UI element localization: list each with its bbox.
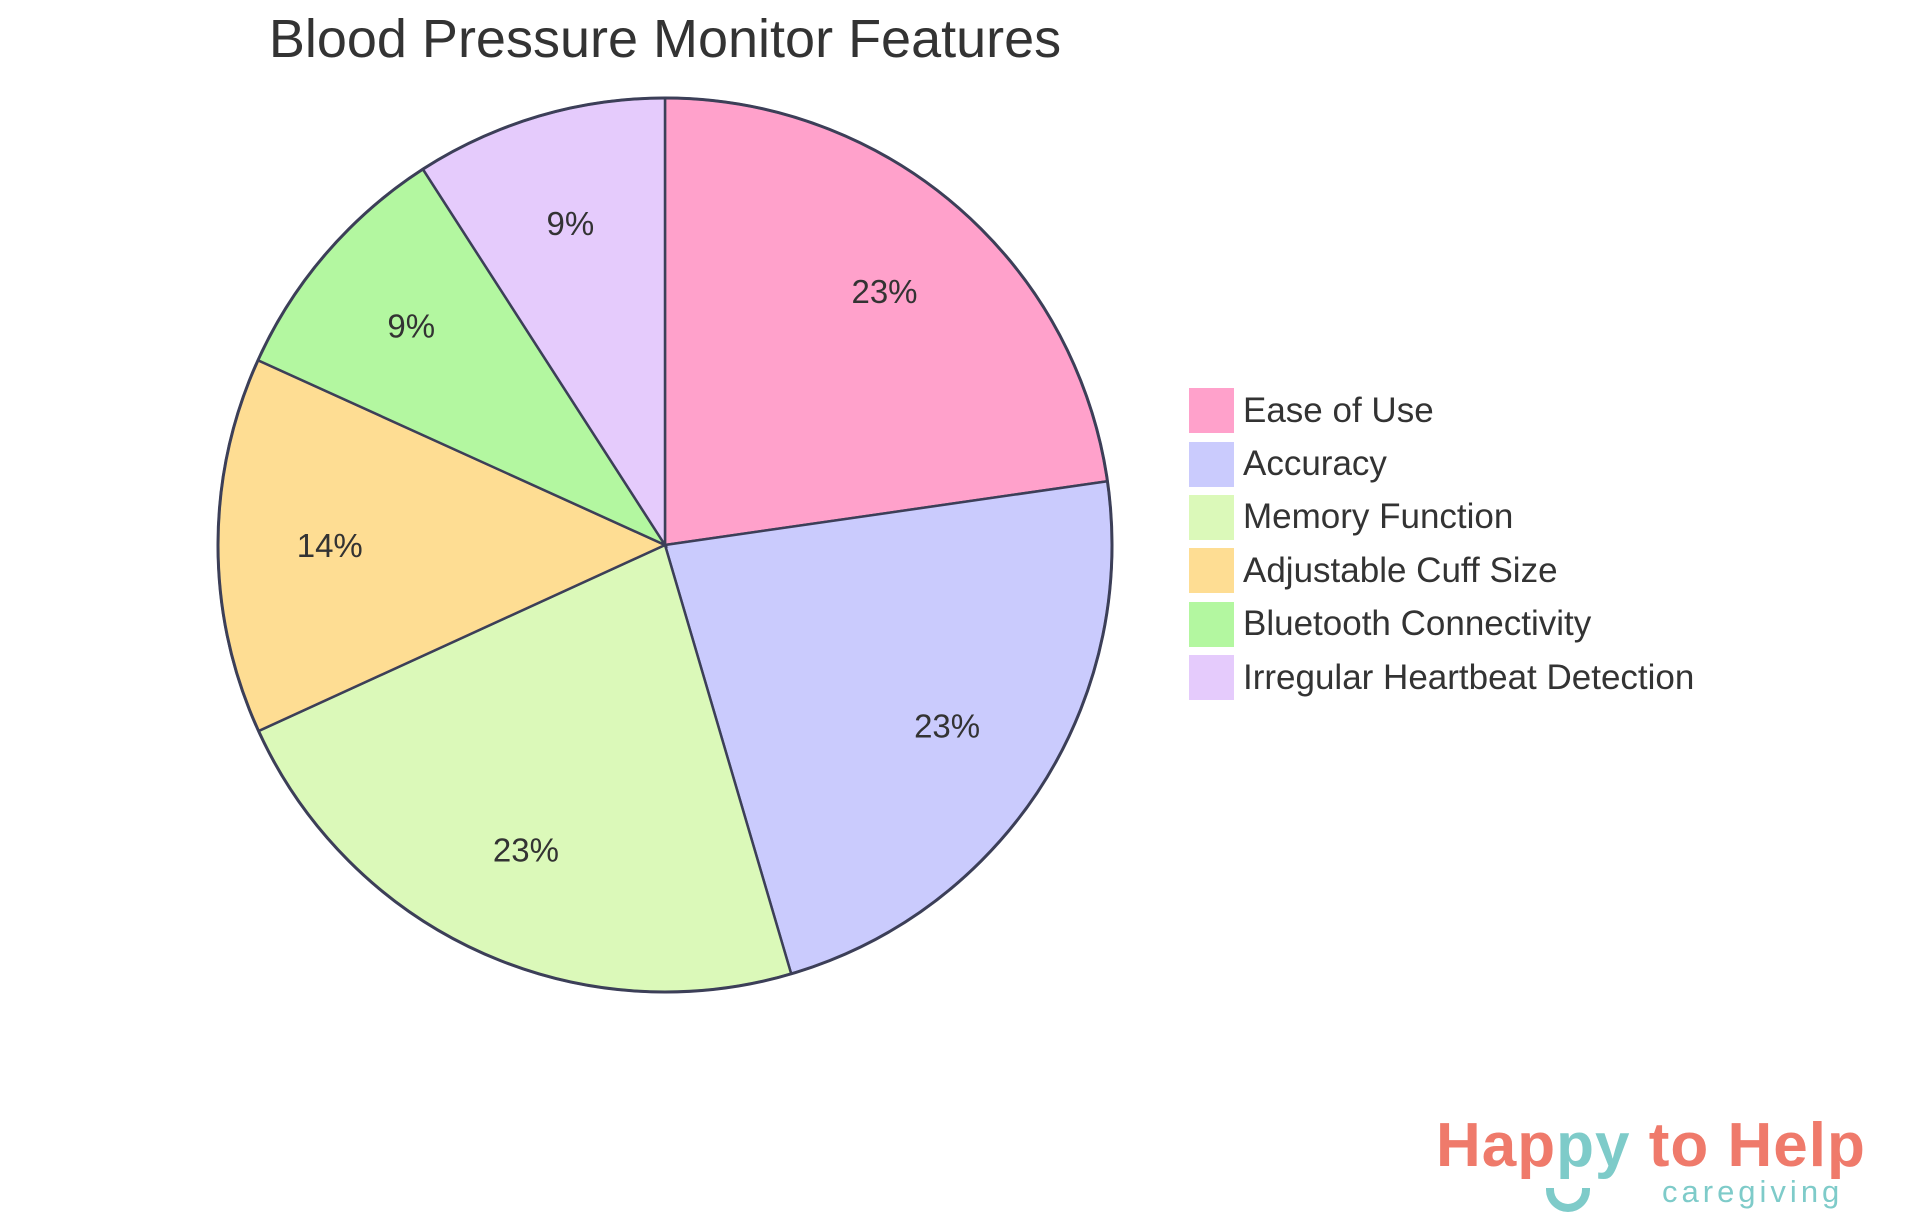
logo-text-hap: Hap [1436, 1111, 1557, 1180]
legend-label: Bluetooth Connectivity [1243, 604, 1592, 644]
legend-label: Accuracy [1243, 444, 1387, 484]
legend-item-ease-of-use[interactable]: Ease of Use [1189, 384, 1694, 437]
pie-slice-labels: 23% 23% 23% 14% 9% 9% [297, 205, 980, 869]
smile-icon [1546, 1188, 1590, 1212]
pie-outline [216, 96, 1114, 994]
legend-label: Adjustable Cuff Size [1243, 550, 1558, 590]
legend-swatch [1189, 388, 1234, 434]
legend-swatch [1189, 494, 1234, 540]
legend-swatch [1189, 601, 1234, 647]
legend-item-adjustable-cuff-size[interactable]: Adjustable Cuff Size [1189, 544, 1694, 597]
pie-slice[interactable] [663, 96, 1109, 547]
slice-percent-label: 23% [493, 832, 559, 869]
slice-percent-label: 9% [387, 307, 435, 344]
legend-item-accuracy[interactable]: Accuracy [1189, 437, 1694, 490]
logo-subtitle: caregiving [1662, 1174, 1844, 1209]
logo-text-to-help: to Help [1630, 1111, 1866, 1180]
slice-percent-label: 23% [851, 273, 917, 310]
logo-text-py: py [1556, 1111, 1631, 1180]
legend-item-bluetooth-connectivity[interactable]: Bluetooth Connectivity [1189, 598, 1694, 651]
chart-title: Blood Pressure Monitor Features [268, 9, 1062, 69]
legend-swatch [1189, 548, 1234, 594]
happy-to-help-logo: Happy to Help caregiving [1436, 1110, 1896, 1212]
legend-item-irregular-heartbeat-detection[interactable]: Irregular Heartbeat Detection [1189, 651, 1694, 704]
slice-percent-label: 23% [914, 708, 980, 745]
legend-label: Irregular Heartbeat Detection [1243, 657, 1695, 697]
slice-percent-label: 14% [297, 527, 363, 564]
legend: Ease of Use Accuracy Memory Function Adj… [1189, 384, 1694, 704]
logo-wordmark: Happy to Help [1436, 1110, 1866, 1181]
pie-slices [216, 96, 1114, 994]
legend-swatch [1189, 441, 1234, 487]
legend-swatch [1189, 655, 1234, 701]
legend-label: Memory Function [1243, 497, 1514, 537]
legend-item-memory-function[interactable]: Memory Function [1189, 491, 1694, 544]
slice-percent-label: 9% [547, 205, 595, 242]
legend-label: Ease of Use [1243, 390, 1434, 430]
